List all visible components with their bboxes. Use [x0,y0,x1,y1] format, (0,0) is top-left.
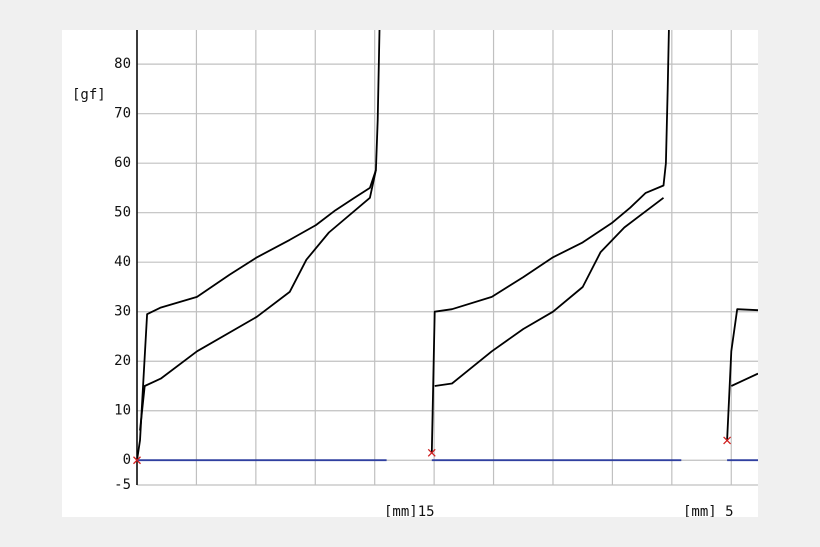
y-tick-label: 0 [123,452,131,468]
y-tick-label: 10 [114,403,131,419]
marker [427,448,436,457]
y-tick-label: 80 [114,56,131,72]
data-line [139,169,758,431]
y-tick-label: 40 [114,254,131,270]
marker [133,456,141,465]
plot-area: [mm]15 [mm] 5 [133,30,758,520]
y-tick-label: 70 [114,106,131,122]
x-axis-label: [mm] 5 [683,504,734,520]
panel [62,30,758,517]
y-tick-label: 60 [114,155,131,171]
y-tick-label: 50 [114,205,131,221]
y-tick-label: 30 [114,304,131,320]
x-axis-label: [mm]15 [384,504,435,520]
marker [723,436,732,445]
y-tick-label: -5 [114,477,131,493]
y-tick-label: 20 [114,353,131,369]
y-axis-label: [gf] [72,87,106,103]
